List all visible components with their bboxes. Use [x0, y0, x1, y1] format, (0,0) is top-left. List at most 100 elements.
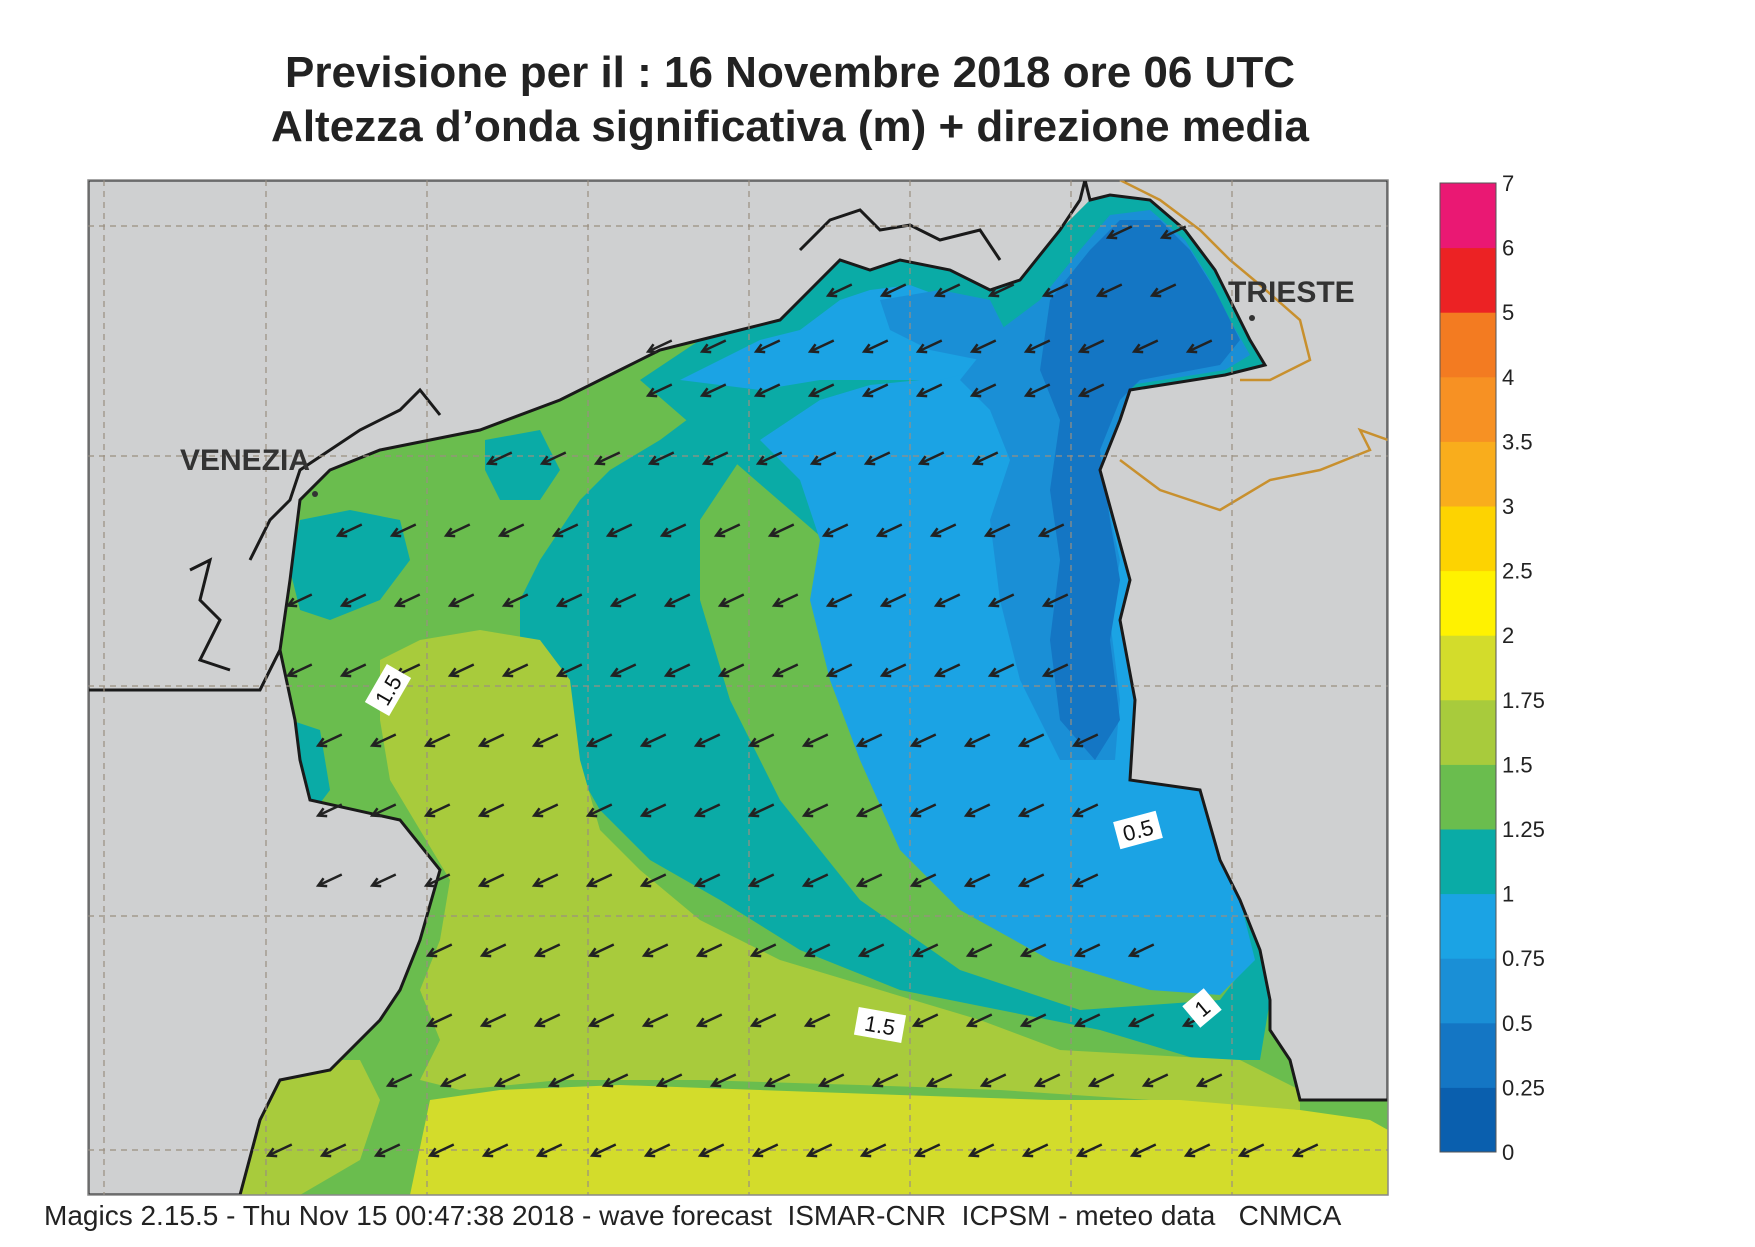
- wave-arrow-head: [929, 527, 942, 538]
- wave-arrow: [755, 383, 781, 397]
- map-plot: [88, 180, 1388, 1195]
- wave-arrow-head: [423, 737, 436, 748]
- wave-arrow: [665, 593, 691, 607]
- wave-arrow-head: [911, 1017, 924, 1028]
- wave-arrow-head: [443, 527, 456, 538]
- wave-arrow-head: [609, 597, 622, 608]
- wave-arrow: [719, 593, 745, 607]
- wave-arrow: [863, 383, 889, 397]
- wave-arrow-head: [1023, 343, 1036, 354]
- wave-arrow: [1019, 733, 1045, 747]
- wave-arrow: [425, 873, 451, 887]
- place-label-venezia: VENEZIA: [180, 444, 310, 477]
- wave-arrow-head: [821, 527, 834, 538]
- wave-arrow-head: [1073, 1017, 1086, 1028]
- wave-arrow-head: [587, 947, 600, 958]
- wave-arrow-head: [659, 527, 672, 538]
- wave-arrow: [317, 803, 343, 817]
- wave-arrow-head: [963, 877, 976, 888]
- wave-arrow-head: [533, 947, 546, 958]
- wave-arrow: [375, 1143, 401, 1157]
- wave-arrow: [337, 523, 363, 537]
- wave-arrow-head: [315, 807, 328, 818]
- wave-arrow: [607, 523, 633, 537]
- wave-arrow: [595, 451, 621, 465]
- colorbar-tick-label: 4: [1502, 365, 1514, 390]
- wave-arrow-head: [909, 737, 922, 748]
- wave-arrow-head: [1183, 1147, 1196, 1158]
- colorbar-swatch: [1440, 635, 1496, 701]
- wave-arrow-head: [1181, 1017, 1194, 1028]
- wave-arrow: [1079, 383, 1105, 397]
- wave-arrow-head: [699, 387, 712, 398]
- wave-arrow-head: [751, 1147, 764, 1158]
- wave-arrow-head: [855, 807, 868, 818]
- wave-arrow-head: [861, 343, 874, 354]
- wave-arrow: [643, 943, 669, 957]
- wave-arrow: [877, 523, 903, 537]
- wave-arrow: [881, 593, 907, 607]
- wave-arrow-head: [713, 527, 726, 538]
- wave-arrow-head: [709, 1077, 722, 1088]
- wave-arrow-head: [917, 455, 930, 466]
- wave-arrow: [913, 1013, 939, 1027]
- wave-arrow: [873, 1073, 899, 1087]
- wave-arrow: [857, 873, 883, 887]
- wave-arrow-head: [1291, 1147, 1304, 1158]
- wave-arrow-head: [1077, 343, 1090, 354]
- wave-arrow: [611, 663, 637, 677]
- wave-arrow: [479, 873, 505, 887]
- wave-arrow-head: [909, 877, 922, 888]
- wave-arrow-head: [319, 1147, 332, 1158]
- wave-arrow: [1239, 1143, 1265, 1157]
- wave-arrow: [483, 1143, 509, 1157]
- wave-arrow: [805, 1013, 831, 1027]
- wave-arrow: [711, 1073, 737, 1087]
- wave-arrow-head: [963, 807, 976, 818]
- wave-arrow-head: [555, 597, 568, 608]
- wave-arrow-head: [1127, 1017, 1140, 1028]
- wave-arrow-head: [639, 737, 652, 748]
- wave-arrow: [935, 283, 961, 297]
- wave-arrow: [695, 803, 721, 817]
- wave-arrow-head: [857, 947, 870, 958]
- wave-arrow-head: [447, 667, 460, 678]
- wave-arrow-head: [497, 527, 510, 538]
- colorbar-tick-label: 1.75: [1502, 688, 1545, 713]
- wave-arrow: [857, 803, 883, 817]
- wave-arrow: [387, 1073, 413, 1087]
- wave-arrow-head: [655, 1077, 668, 1088]
- wave-arrow-head: [915, 387, 928, 398]
- wave-arrow-head: [551, 527, 564, 538]
- wave-arrow-head: [385, 1077, 398, 1088]
- colorbar-swatch: [1440, 699, 1496, 765]
- wave-arrow-head: [1041, 287, 1054, 298]
- wave-arrow-head: [555, 667, 568, 678]
- trieste-marker: [1249, 315, 1255, 321]
- wave-arrow: [287, 593, 313, 607]
- wave-arrow: [487, 451, 513, 465]
- wave-arrow: [809, 339, 835, 353]
- wave-arrow: [647, 383, 673, 397]
- wave-arrow-head: [447, 597, 460, 608]
- wave-arrow: [641, 733, 667, 747]
- wave-arrow-head: [1075, 1147, 1088, 1158]
- wave-arrow-head: [593, 455, 606, 466]
- wave-arrow-head: [339, 597, 352, 608]
- wave-arrow: [645, 1143, 671, 1157]
- wave-arrow: [699, 1143, 725, 1157]
- colorbar-tick-label: 2: [1502, 623, 1514, 648]
- wave-arrow-head: [1095, 287, 1108, 298]
- wave-arrow: [1143, 1073, 1169, 1087]
- wave-arrow-head: [439, 1077, 452, 1088]
- wave-arrow-head: [913, 1147, 926, 1158]
- wave-arrow: [695, 733, 721, 747]
- wave-arrow-head: [855, 877, 868, 888]
- wave-arrow: [811, 451, 837, 465]
- wave-arrow-head: [531, 807, 544, 818]
- wave-arrow: [757, 451, 783, 465]
- wave-arrow-head: [1033, 1077, 1046, 1088]
- wave-arrow-head: [695, 947, 708, 958]
- wave-arrow-head: [699, 343, 712, 354]
